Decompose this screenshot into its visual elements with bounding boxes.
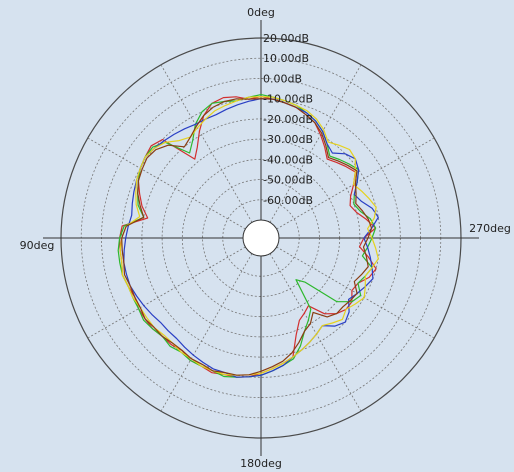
angle-labels: 0deg 90deg 180deg 270deg [20, 6, 511, 470]
series-layer [117, 94, 379, 378]
radial-tick-label: -50.00dB [263, 174, 313, 187]
radial-tick-label: -30.00dB [263, 133, 313, 146]
radial-tick-label: -10.00dB [263, 93, 313, 106]
radial-tick-labels: 20.00dB 10.00dB 0.00dB -10.00dB -20.00dB -30.… [263, 32, 313, 207]
angle-label-90: 90deg [20, 239, 55, 252]
radial-tick-label: -20.00dB [263, 113, 313, 126]
radial-tick-label: 0.00dB [263, 72, 302, 85]
series-line-5 [121, 98, 373, 376]
series-line-4 [119, 96, 379, 376]
angle-label-270: 270deg [469, 222, 511, 235]
angle-label-0: 0deg [247, 6, 275, 19]
angle-label-180: 180deg [240, 457, 282, 470]
center-circle [242, 219, 280, 257]
radial-tick-label: -40.00dB [263, 153, 313, 166]
radial-tick-label: -60.00dB [263, 194, 313, 207]
radial-tick-label: 10.00dB [263, 52, 309, 65]
radial-tick-label: 20.00dB [263, 32, 309, 45]
center-hole [242, 219, 280, 257]
